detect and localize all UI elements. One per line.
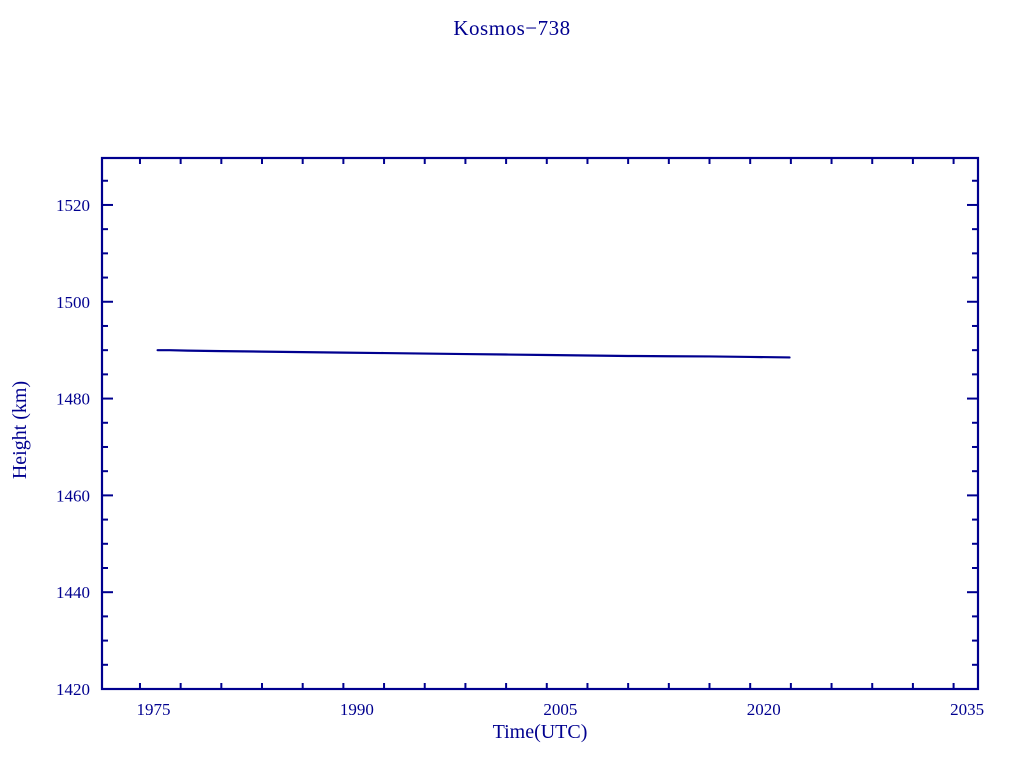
y-tick-label: 1480 <box>56 390 90 409</box>
y-tick-label: 1520 <box>56 196 90 215</box>
x-tick-label: 2035 <box>950 700 984 719</box>
x-tick-label: 2020 <box>747 700 781 719</box>
y-tick-label: 1440 <box>56 583 90 602</box>
y-tick-label: 1500 <box>56 293 90 312</box>
x-tick-label: 1975 <box>137 700 171 719</box>
axes-frame <box>100 156 980 691</box>
chart-title: Kosmos−738 <box>453 16 571 40</box>
y-axis-title: Height (km) <box>9 381 31 479</box>
x-axis-title: Time(UTC) <box>493 721 588 743</box>
axis-ticks <box>102 158 978 690</box>
y-axis-tick-labels: 1420 1440 1460 1480 1500 1520 <box>56 196 90 699</box>
x-tick-label: 2005 <box>543 700 577 719</box>
x-tick-label: 1990 <box>340 700 374 719</box>
y-tick-label: 1460 <box>56 486 90 505</box>
data-series-line <box>156 349 791 359</box>
y-tick-label: 1420 <box>56 680 90 699</box>
x-axis-tick-labels: 1975 1990 2005 2020 2035 <box>137 700 985 719</box>
series-path <box>156 349 791 359</box>
